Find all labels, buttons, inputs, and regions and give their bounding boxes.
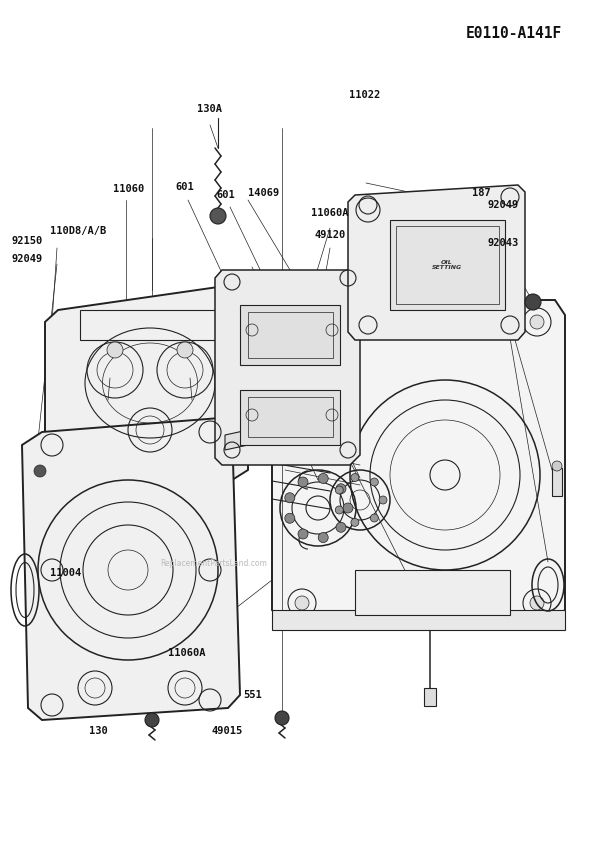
Text: OIL
SETTING: OIL SETTING: [432, 259, 462, 271]
Text: 130A: 130A: [198, 104, 222, 114]
Text: 49120: 49120: [314, 230, 346, 240]
Bar: [396, 226, 499, 304]
Polygon shape: [355, 570, 510, 615]
Circle shape: [552, 461, 562, 471]
Circle shape: [336, 522, 346, 533]
Circle shape: [145, 713, 159, 727]
Bar: [240, 390, 340, 445]
Circle shape: [318, 473, 328, 483]
Polygon shape: [22, 418, 240, 720]
Text: 14069: 14069: [248, 188, 279, 198]
Circle shape: [285, 493, 295, 503]
Circle shape: [336, 483, 346, 494]
Circle shape: [177, 342, 193, 358]
Text: 551: 551: [244, 690, 263, 700]
Polygon shape: [272, 300, 565, 625]
Text: 110D8/A/B: 110D8/A/B: [50, 226, 106, 236]
Text: 11060: 11060: [113, 184, 144, 194]
Text: 11060A: 11060A: [168, 648, 205, 658]
Text: 92150: 92150: [12, 236, 43, 246]
Circle shape: [335, 486, 343, 494]
Circle shape: [379, 496, 387, 504]
Bar: [80, 310, 235, 340]
Polygon shape: [215, 270, 360, 465]
Polygon shape: [225, 430, 248, 450]
Circle shape: [335, 506, 343, 514]
Circle shape: [295, 315, 309, 329]
Text: 92049: 92049: [12, 254, 43, 264]
Text: 11004: 11004: [50, 568, 81, 578]
Polygon shape: [272, 610, 565, 630]
Text: 601: 601: [217, 190, 235, 200]
Text: E0110-A141F: E0110-A141F: [466, 26, 562, 41]
Circle shape: [343, 503, 353, 513]
Circle shape: [295, 596, 309, 610]
Circle shape: [285, 513, 295, 523]
Circle shape: [298, 529, 308, 539]
Circle shape: [530, 315, 544, 329]
Text: 187: 187: [472, 188, 491, 198]
Bar: [552, 468, 562, 496]
Bar: [424, 688, 436, 706]
Bar: [248, 312, 333, 358]
Polygon shape: [348, 185, 525, 340]
Text: 92043: 92043: [488, 238, 519, 248]
Text: 601: 601: [176, 182, 194, 192]
Circle shape: [530, 596, 544, 610]
Text: 11022: 11022: [349, 90, 381, 100]
Text: 92049: 92049: [488, 200, 519, 210]
Circle shape: [34, 465, 46, 477]
Circle shape: [318, 533, 328, 543]
Polygon shape: [45, 285, 248, 480]
Circle shape: [351, 518, 359, 527]
Circle shape: [298, 477, 308, 487]
Bar: [390, 220, 505, 310]
Circle shape: [107, 342, 123, 358]
Circle shape: [351, 473, 359, 482]
Bar: [240, 305, 340, 365]
Circle shape: [371, 514, 378, 522]
Text: 11060A: 11060A: [312, 208, 349, 218]
Circle shape: [525, 294, 541, 310]
Bar: [248, 397, 333, 437]
Text: 49015: 49015: [211, 726, 242, 736]
Circle shape: [371, 478, 378, 486]
Circle shape: [210, 208, 226, 224]
Circle shape: [275, 711, 289, 725]
Text: 130: 130: [88, 726, 107, 736]
Text: ReplacementPartsLand.com: ReplacementPartsLand.com: [160, 560, 267, 568]
